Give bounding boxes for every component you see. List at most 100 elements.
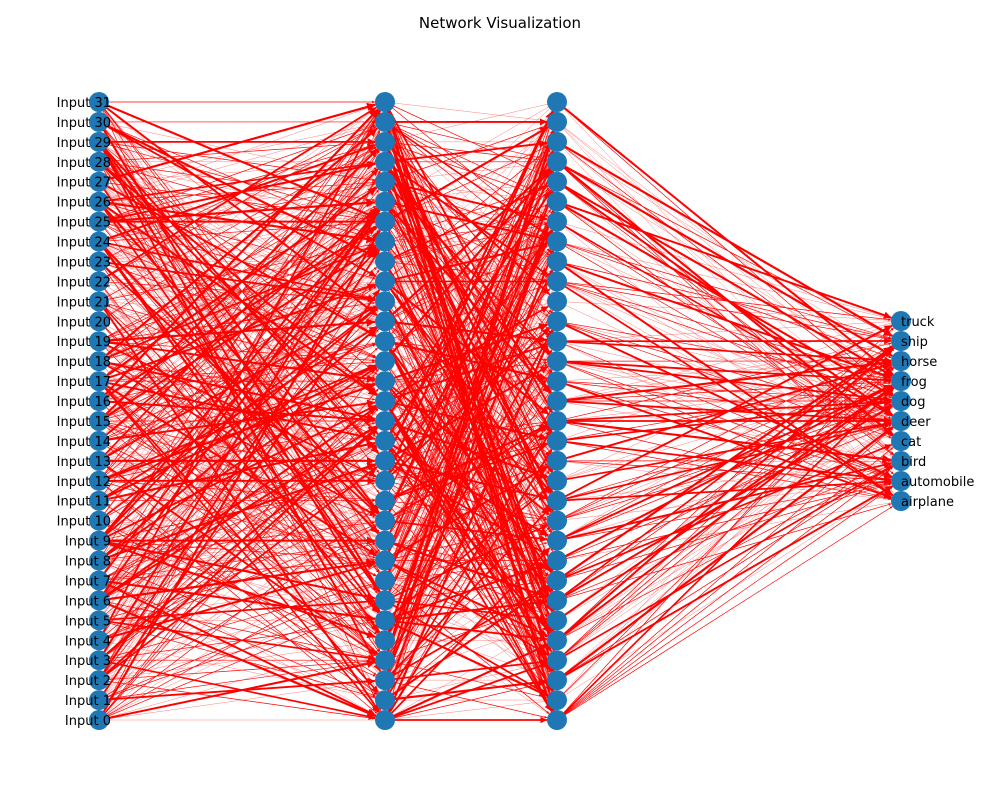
node-hidden-1-23 xyxy=(375,251,395,272)
edge xyxy=(98,301,380,693)
node-hidden-1-10 xyxy=(375,510,395,531)
edge xyxy=(98,241,378,514)
edge xyxy=(384,223,548,262)
edge xyxy=(98,620,376,661)
edge xyxy=(556,465,893,641)
node-label-input-13: Input 13 xyxy=(57,455,111,470)
edge xyxy=(98,221,376,280)
edge xyxy=(556,384,893,562)
edge xyxy=(384,101,555,691)
node-hidden-1-27 xyxy=(375,171,395,192)
node-label-output-5: dog xyxy=(901,395,925,410)
edge xyxy=(384,241,548,283)
edge xyxy=(98,227,378,461)
edge xyxy=(556,420,892,500)
edge xyxy=(98,189,379,501)
edge xyxy=(98,161,376,240)
edge xyxy=(98,241,377,436)
edge xyxy=(98,161,377,337)
edge xyxy=(98,201,380,593)
edge xyxy=(98,101,380,474)
edge xyxy=(384,121,556,632)
edge xyxy=(98,222,376,262)
edge xyxy=(556,361,892,420)
node-input-19 xyxy=(89,331,109,352)
node-label-input-6: Input 6 xyxy=(65,594,111,609)
node-hidden-1-25 xyxy=(375,211,395,232)
edge xyxy=(384,681,548,721)
edge xyxy=(384,426,550,561)
edge xyxy=(556,485,893,681)
edge xyxy=(98,101,378,335)
edge xyxy=(98,341,376,458)
edge xyxy=(98,240,376,302)
edge xyxy=(384,248,550,402)
edge xyxy=(556,478,892,502)
edge xyxy=(98,201,380,672)
edge xyxy=(98,281,376,302)
node-label-input-18: Input 18 xyxy=(57,355,111,370)
edge xyxy=(98,141,376,163)
node-input-10 xyxy=(89,510,109,531)
edge xyxy=(98,380,378,557)
edge xyxy=(384,141,553,433)
edge xyxy=(98,420,377,576)
edge xyxy=(98,283,376,383)
edge xyxy=(98,201,378,435)
node-input-24 xyxy=(89,231,109,252)
edge xyxy=(384,662,548,721)
node-hidden-2-31 xyxy=(547,92,567,112)
edge xyxy=(98,300,381,713)
edge xyxy=(98,186,377,342)
edge xyxy=(98,380,377,517)
edge xyxy=(98,480,376,502)
edge xyxy=(384,121,549,198)
edge xyxy=(98,229,380,661)
node-hidden-2-24 xyxy=(547,231,567,252)
edge xyxy=(384,701,548,721)
edge xyxy=(98,210,381,701)
edge xyxy=(384,261,554,711)
node-input-12 xyxy=(89,470,109,491)
diagram-title: Network Visualization xyxy=(419,14,581,32)
edge xyxy=(98,345,377,481)
edge xyxy=(384,678,548,702)
edge xyxy=(98,162,376,182)
node-input-5 xyxy=(89,610,109,631)
edge xyxy=(98,141,377,336)
edge xyxy=(556,407,894,681)
edge xyxy=(98,221,376,242)
edge xyxy=(556,482,892,521)
node-output-0 xyxy=(891,491,911,511)
node-hidden-2-9 xyxy=(547,530,567,551)
edge xyxy=(98,101,380,454)
edge xyxy=(384,659,548,699)
edge xyxy=(98,407,378,641)
node-label-output-4: deer xyxy=(901,415,931,430)
node-hidden-1-30 xyxy=(375,111,395,132)
edge xyxy=(556,160,893,357)
edge xyxy=(384,221,548,242)
edge xyxy=(556,483,892,581)
edge xyxy=(556,380,892,402)
edge xyxy=(556,320,892,381)
node-hidden-1-12 xyxy=(375,470,395,491)
edge xyxy=(384,442,548,482)
node-label-input-23: Input 23 xyxy=(57,255,111,270)
node-label-output-0: airplane xyxy=(901,495,954,510)
node-hidden-1-15 xyxy=(375,410,395,431)
edge xyxy=(384,580,549,676)
edge xyxy=(384,342,548,362)
edge xyxy=(98,503,376,581)
edge xyxy=(556,424,892,561)
node-input-17 xyxy=(89,371,109,392)
edge xyxy=(384,448,552,681)
edge xyxy=(384,679,548,719)
edge xyxy=(98,440,378,655)
edge xyxy=(384,321,554,711)
node-input-4 xyxy=(89,630,109,651)
edge xyxy=(384,121,549,217)
node-label-output-3: cat xyxy=(901,435,921,450)
node-label-input-21: Input 21 xyxy=(57,295,111,310)
